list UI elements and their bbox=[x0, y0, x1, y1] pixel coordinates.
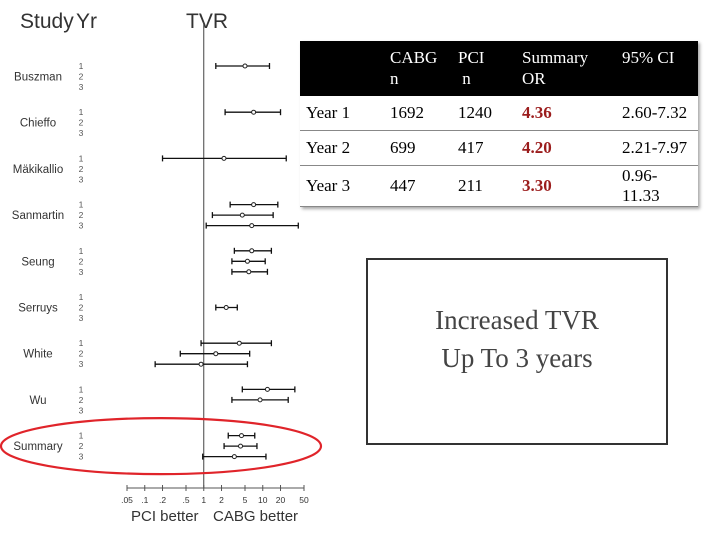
row-label: Year 2 bbox=[300, 130, 384, 166]
x-tick-label: 2 bbox=[219, 495, 224, 505]
odds-ratio-point bbox=[251, 109, 257, 115]
x-tick-label: 5 bbox=[243, 495, 248, 505]
odds-ratio-point bbox=[239, 212, 245, 218]
year-label: 2 bbox=[79, 441, 84, 451]
x-tick-label: 20 bbox=[276, 495, 286, 505]
study-label: Serruys bbox=[18, 303, 58, 315]
odds-ratio-point bbox=[249, 223, 255, 229]
year-column-header: Yr bbox=[76, 10, 97, 33]
outcome-title: TVR bbox=[186, 10, 228, 33]
table-row: Year 2 699 417 4.20 2.21-7.97 bbox=[300, 130, 698, 166]
table-row: Year 1 1692 1240 4.36 2.60-7.32 bbox=[300, 96, 698, 131]
odds-ratio-point bbox=[244, 258, 250, 264]
results-header-cell: 95% CI bbox=[616, 41, 698, 96]
odds-ratio-point bbox=[242, 63, 248, 69]
results-table-header-row: CABG n PCI n Summary OR 95% CI bbox=[300, 41, 698, 96]
x-tick-label: 1 bbox=[201, 495, 206, 505]
year-label: 2 bbox=[79, 164, 84, 174]
cabg-n: 447 bbox=[384, 165, 452, 207]
odds-ratio-point bbox=[264, 386, 270, 392]
odds-ratio-point bbox=[213, 351, 219, 357]
callout-box: Increased TVR Up To 3 years bbox=[366, 258, 668, 445]
odds-ratio-point bbox=[231, 454, 237, 460]
year-label: 3 bbox=[79, 221, 84, 231]
year-label: 1 bbox=[79, 246, 84, 256]
summary-highlight-ellipse bbox=[0, 417, 323, 476]
callout-line-2: Up To 3 years bbox=[441, 343, 593, 373]
year-label: 1 bbox=[79, 200, 84, 210]
pci-n: 417 bbox=[452, 130, 516, 166]
row-label: Year 3 bbox=[300, 165, 384, 207]
year-label: 3 bbox=[79, 267, 84, 277]
callout-line-1: Increased TVR bbox=[435, 305, 599, 335]
odds-ratio-point bbox=[238, 443, 244, 449]
summary-or: 4.20 bbox=[516, 130, 616, 166]
odds-ratio-point bbox=[236, 340, 242, 346]
pci-n: 211 bbox=[452, 165, 516, 207]
x-tick-label: .5 bbox=[182, 495, 189, 505]
study-label: White bbox=[23, 349, 52, 361]
study-column-header: Study bbox=[20, 10, 74, 33]
cabg-n: 1692 bbox=[384, 96, 452, 131]
odds-ratio-point bbox=[251, 202, 257, 208]
year-label: 3 bbox=[79, 313, 84, 323]
year-label: 1 bbox=[79, 292, 84, 302]
odds-ratio-point bbox=[198, 361, 204, 367]
results-header-cell: PCI n bbox=[452, 41, 516, 96]
cabg-n: 699 bbox=[384, 130, 452, 166]
confidence-interval: 0.96-11.33 bbox=[616, 165, 698, 207]
odds-ratio-point bbox=[249, 248, 255, 254]
year-label: 2 bbox=[79, 118, 84, 128]
results-header-cell bbox=[300, 41, 384, 96]
year-label: 1 bbox=[79, 431, 84, 441]
year-label: 1 bbox=[79, 338, 84, 348]
year-label: 3 bbox=[79, 82, 84, 92]
year-label: 3 bbox=[79, 452, 84, 462]
study-label: Wu bbox=[29, 395, 46, 407]
year-label: 2 bbox=[79, 349, 84, 359]
pci-n: 1240 bbox=[452, 96, 516, 131]
results-table: CABG n PCI n Summary OR 95% CI Year 1 1692… bbox=[300, 41, 698, 207]
year-label: 1 bbox=[79, 153, 84, 163]
odds-ratio-point bbox=[257, 397, 263, 403]
x-tick-label: 10 bbox=[258, 495, 268, 505]
summary-or: 3.30 bbox=[516, 165, 616, 207]
confidence-interval: 2.60-7.32 bbox=[616, 96, 698, 131]
odds-ratio-point bbox=[221, 155, 227, 161]
x-tick-label: .2 bbox=[159, 495, 166, 505]
x-tick-label: .1 bbox=[141, 495, 148, 505]
confidence-interval: 2.21-7.97 bbox=[616, 130, 698, 166]
x-label-cabg-better: CABG better bbox=[213, 508, 299, 525]
study-label: Summary bbox=[13, 441, 62, 453]
odds-ratio-point bbox=[238, 433, 244, 439]
odds-ratio-point bbox=[246, 269, 252, 275]
results-header-cell: CABG n bbox=[384, 41, 452, 96]
x-tick-label: 50 bbox=[299, 495, 309, 505]
year-label: 1 bbox=[79, 107, 84, 117]
study-label: Chieffo bbox=[20, 118, 56, 130]
table-row: Year 3 447 211 3.30 0.96-11.33 bbox=[300, 165, 698, 207]
study-label: Mäkikallio bbox=[13, 164, 64, 176]
odds-ratio-point bbox=[223, 305, 229, 310]
year-label: 3 bbox=[79, 359, 84, 369]
results-header-cell: Summary OR bbox=[516, 41, 616, 96]
year-label: 1 bbox=[79, 61, 84, 71]
study-label: Buszman bbox=[14, 72, 62, 84]
study-label: Sanmartin bbox=[12, 210, 64, 222]
year-label: 2 bbox=[79, 256, 84, 266]
year-label: 2 bbox=[79, 303, 84, 313]
x-tick-label: .05 bbox=[121, 495, 133, 505]
year-label: 2 bbox=[79, 72, 84, 82]
year-label: 1 bbox=[79, 384, 84, 394]
year-label: 2 bbox=[79, 395, 84, 405]
summary-or: 4.36 bbox=[516, 96, 616, 131]
year-label: 3 bbox=[79, 128, 84, 138]
year-label: 3 bbox=[79, 174, 84, 184]
row-label: Year 1 bbox=[300, 96, 384, 131]
year-label: 3 bbox=[79, 405, 84, 415]
year-label: 2 bbox=[79, 210, 84, 220]
x-label-pci-better: PCI better bbox=[131, 508, 199, 525]
study-label: Seung bbox=[21, 256, 54, 268]
